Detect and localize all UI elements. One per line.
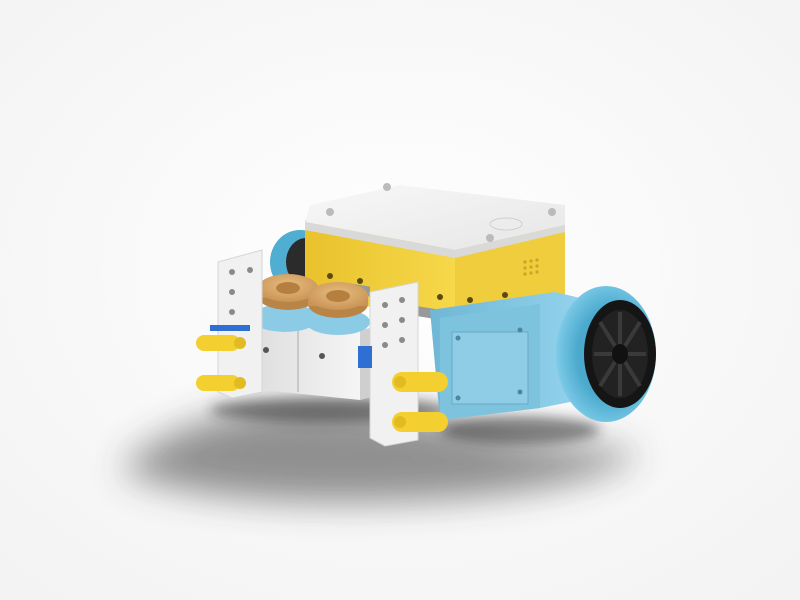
gear-left bbox=[258, 274, 318, 310]
right-beam bbox=[358, 281, 448, 447]
right-wheel bbox=[556, 286, 656, 422]
left-beam bbox=[196, 249, 263, 399]
ground-shadow bbox=[120, 404, 640, 503]
gear-right bbox=[308, 282, 368, 318]
azure-frame bbox=[430, 292, 580, 420]
hub-top bbox=[305, 185, 565, 250]
